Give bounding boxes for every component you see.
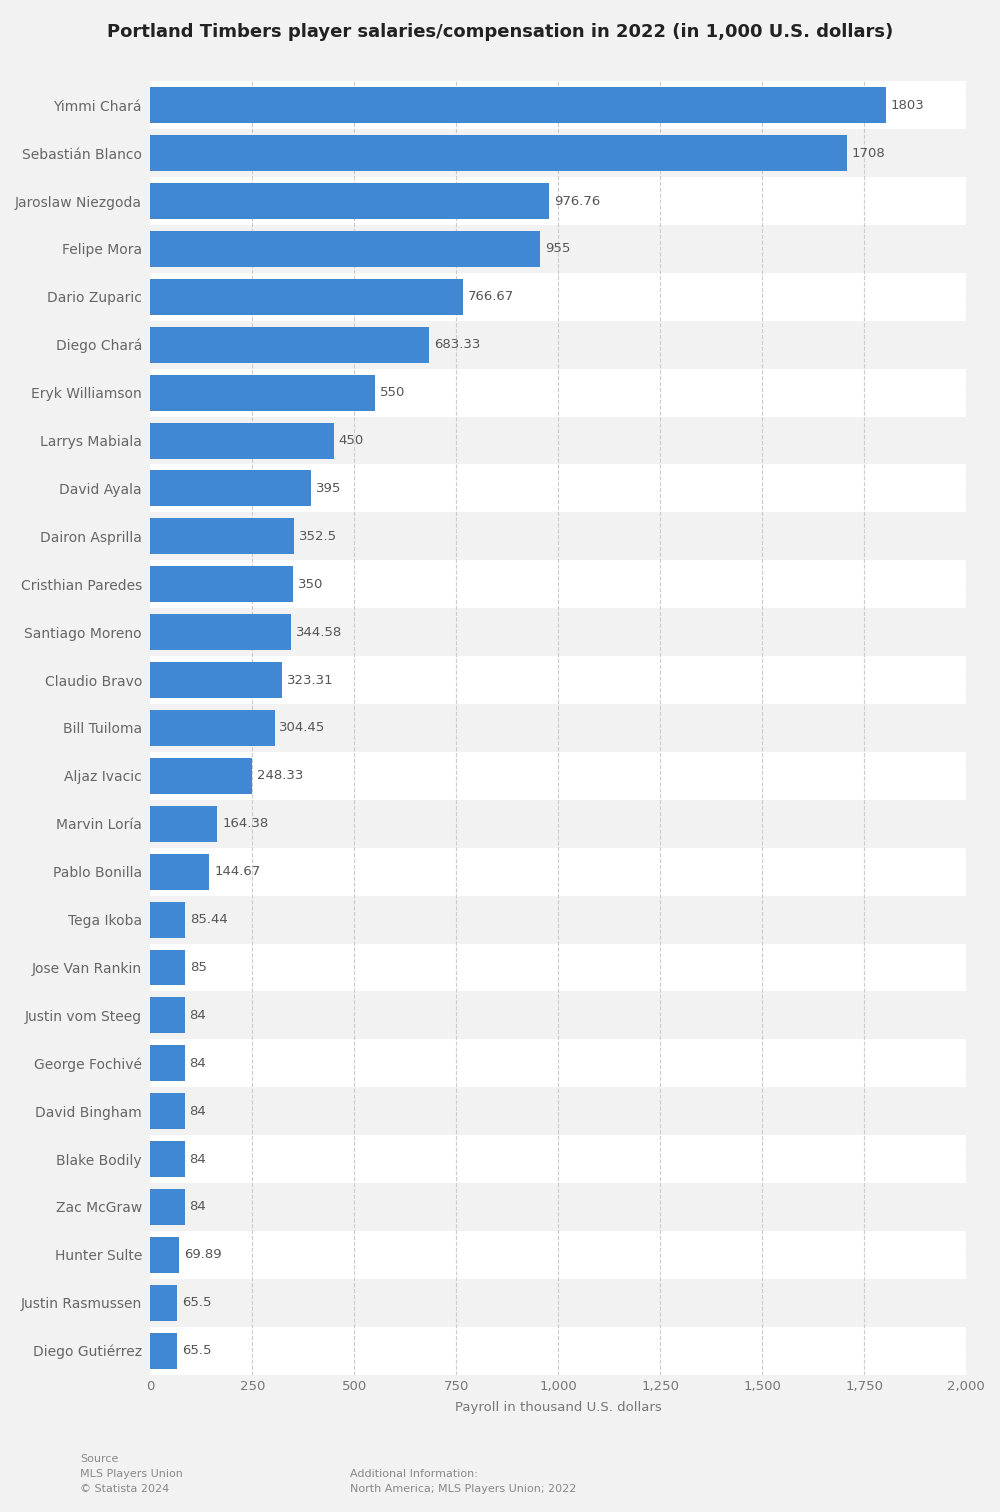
- Text: 323.31: 323.31: [287, 673, 334, 686]
- Bar: [150, 806, 217, 842]
- Text: Portland Timbers player salaries/compensation in 2022 (in 1,000 U.S. dollars): Portland Timbers player salaries/compens…: [107, 23, 893, 41]
- Text: 976.76: 976.76: [554, 195, 600, 207]
- Bar: [150, 901, 185, 937]
- Bar: [150, 1045, 185, 1081]
- Bar: [150, 950, 185, 986]
- Text: 395: 395: [316, 482, 342, 494]
- Bar: [150, 375, 375, 411]
- Bar: [150, 272, 966, 321]
- Bar: [150, 854, 209, 889]
- Text: 164.38: 164.38: [222, 818, 269, 830]
- Bar: [150, 1285, 177, 1321]
- Bar: [150, 422, 334, 458]
- Bar: [150, 998, 185, 1033]
- Bar: [150, 1136, 966, 1182]
- Bar: [150, 183, 549, 219]
- Bar: [150, 327, 429, 363]
- Bar: [150, 662, 282, 699]
- Bar: [150, 135, 847, 171]
- Text: 550: 550: [380, 386, 405, 399]
- Text: 144.67: 144.67: [214, 865, 260, 878]
- Bar: [150, 519, 294, 555]
- Bar: [150, 1093, 185, 1129]
- Text: 683.33: 683.33: [434, 339, 480, 351]
- Text: 344.58: 344.58: [296, 626, 342, 638]
- Bar: [150, 758, 252, 794]
- Bar: [150, 1188, 185, 1225]
- Bar: [150, 88, 886, 122]
- Text: 1803: 1803: [891, 98, 924, 112]
- Bar: [150, 231, 540, 268]
- Bar: [150, 513, 966, 561]
- Text: 248.33: 248.33: [257, 770, 303, 782]
- Text: Source
MLS Players Union
© Statista 2024: Source MLS Players Union © Statista 2024: [80, 1455, 183, 1494]
- Bar: [150, 848, 966, 895]
- Bar: [150, 705, 966, 751]
- Text: 69.89: 69.89: [184, 1249, 221, 1261]
- Text: 84: 84: [189, 1057, 206, 1070]
- Text: 65.5: 65.5: [182, 1296, 211, 1309]
- Bar: [150, 470, 311, 507]
- Bar: [150, 1326, 966, 1374]
- Bar: [150, 177, 966, 225]
- Bar: [150, 417, 966, 464]
- Text: 955: 955: [545, 242, 570, 256]
- Bar: [150, 614, 291, 650]
- Text: 304.45: 304.45: [279, 721, 326, 735]
- Bar: [150, 1039, 966, 1087]
- Text: 65.5: 65.5: [182, 1344, 211, 1358]
- Bar: [150, 464, 966, 513]
- Bar: [150, 129, 966, 177]
- Bar: [150, 1237, 179, 1273]
- Bar: [150, 895, 966, 943]
- Bar: [150, 943, 966, 992]
- Bar: [150, 608, 966, 656]
- Bar: [150, 1182, 966, 1231]
- Bar: [150, 1231, 966, 1279]
- Bar: [150, 225, 966, 272]
- Bar: [150, 656, 966, 705]
- X-axis label: Payroll in thousand U.S. dollars: Payroll in thousand U.S. dollars: [455, 1400, 662, 1414]
- Text: 85: 85: [190, 962, 207, 974]
- Bar: [150, 711, 275, 745]
- Bar: [150, 561, 966, 608]
- Text: 84: 84: [189, 1152, 206, 1166]
- Bar: [150, 321, 966, 369]
- Text: 84: 84: [189, 1105, 206, 1117]
- Text: 1708: 1708: [852, 147, 886, 160]
- Bar: [150, 800, 966, 848]
- Text: 84: 84: [189, 1201, 206, 1214]
- Text: Additional Information:
North America; MLS Players Union; 2022: Additional Information: North America; M…: [350, 1470, 576, 1494]
- Text: 352.5: 352.5: [299, 529, 337, 543]
- Text: 766.67: 766.67: [468, 290, 514, 304]
- Text: 350: 350: [298, 578, 323, 591]
- Text: 85.44: 85.44: [190, 913, 228, 925]
- Bar: [150, 1142, 185, 1176]
- Text: 84: 84: [189, 1009, 206, 1022]
- Bar: [150, 82, 966, 129]
- Bar: [150, 278, 463, 314]
- Bar: [150, 1332, 177, 1368]
- Text: 450: 450: [339, 434, 364, 448]
- Bar: [150, 1279, 966, 1326]
- Bar: [150, 567, 293, 602]
- Bar: [150, 751, 966, 800]
- Bar: [150, 369, 966, 417]
- Bar: [150, 992, 966, 1039]
- Bar: [150, 1087, 966, 1136]
